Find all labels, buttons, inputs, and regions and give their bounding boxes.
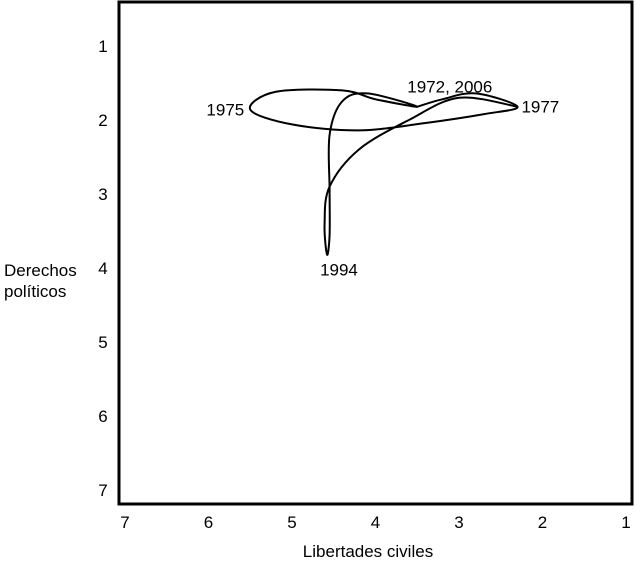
x-tick-label: 3	[454, 513, 463, 532]
plot-frame	[117, 0, 634, 506]
x-tick-label: 4	[371, 513, 380, 532]
y-tick-label: 2	[98, 111, 107, 130]
x-tick-label: 6	[204, 513, 213, 532]
y-tick-label: 6	[98, 407, 107, 426]
y-tick-label: 3	[98, 185, 107, 204]
y-tick-label: 5	[98, 333, 107, 352]
y-tick-labels: 1 2 3 4 5 6 7	[98, 37, 107, 500]
year-label: 1977	[521, 98, 559, 117]
y-axis-title-line1: Derechos	[4, 261, 77, 280]
y-tick-label: 4	[98, 259, 107, 278]
x-tick-label: 2	[538, 513, 547, 532]
x-tick-label: 7	[120, 513, 129, 532]
y-tick-label: 1	[98, 37, 107, 56]
trajectory-line	[248, 88, 519, 256]
year-label: 1972, 2006	[407, 78, 492, 97]
y-tick-label: 7	[98, 481, 107, 500]
y-axis-title-line2: políticos	[4, 282, 66, 301]
x-tick-label: 1	[621, 513, 630, 532]
year-label: 1994	[320, 261, 358, 280]
x-tick-label: 5	[287, 513, 296, 532]
x-axis-title: Libertades civiles	[303, 542, 433, 561]
x-tick-labels: 7 6 5 4 3 2 1	[120, 513, 630, 532]
year-label: 1975	[206, 101, 244, 120]
point-labels: 1972, 2006 1975 1977 1994	[206, 78, 559, 280]
